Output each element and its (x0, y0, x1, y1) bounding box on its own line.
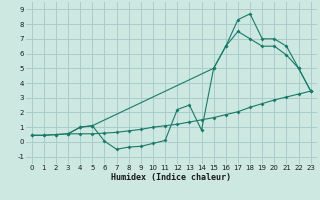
X-axis label: Humidex (Indice chaleur): Humidex (Indice chaleur) (111, 173, 231, 182)
